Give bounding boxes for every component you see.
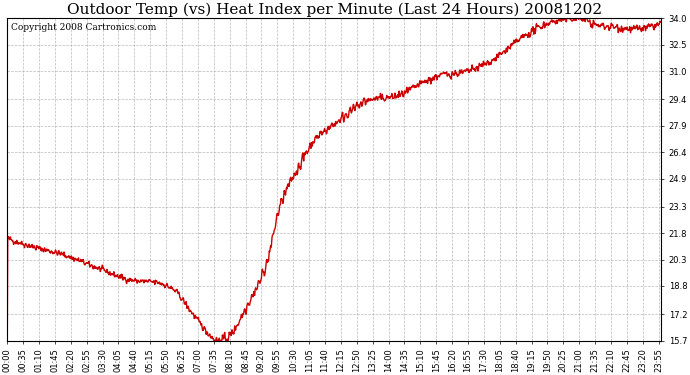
- Title: Outdoor Temp (vs) Heat Index per Minute (Last 24 Hours) 20081202: Outdoor Temp (vs) Heat Index per Minute …: [66, 3, 602, 17]
- Text: Copyright 2008 Cartronics.com: Copyright 2008 Cartronics.com: [10, 23, 156, 32]
